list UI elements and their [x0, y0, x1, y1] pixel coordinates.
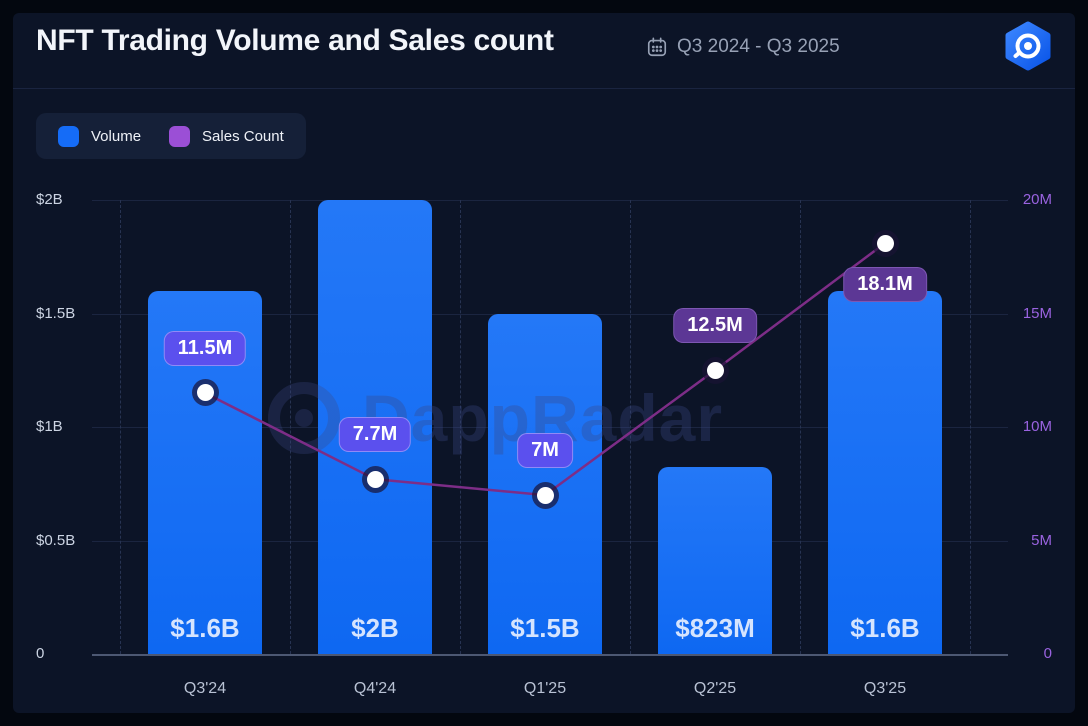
legend-label: Volume — [91, 127, 142, 145]
date-range: Q3 2024 - Q3 2025 — [646, 36, 840, 58]
legend: Volume Sales Count — [36, 113, 306, 159]
bar-q2-25[interactable] — [658, 467, 772, 654]
bar-value-label: $1.6B — [170, 613, 240, 643]
sales-count-badge: 12.5M — [673, 308, 757, 344]
calendar-icon — [647, 37, 667, 57]
bar-value-label: $1.6B — [850, 613, 920, 643]
y-axis-label-left: 0 — [36, 645, 45, 662]
sales-point-q3-24[interactable] — [196, 384, 214, 402]
brand-logo[interactable] — [1002, 20, 1054, 72]
x-axis-label: Q3'24 — [183, 680, 227, 697]
legend-item-sales-count[interactable]: Sales Count — [169, 125, 284, 147]
gridline-vertical-dashed — [120, 200, 121, 654]
header-divider — [13, 88, 1075, 89]
y-axis-label-left: $1.5B — [36, 304, 76, 322]
sales-point-q3-25[interactable] — [876, 234, 894, 252]
sales-point-q1-25[interactable] — [536, 486, 554, 504]
y-axis-label-right: 5M — [1031, 531, 1052, 549]
y-axis-label-right: 20M — [1022, 191, 1052, 208]
sales-count-badge: 7.7M — [338, 417, 412, 453]
sales-point-q2-25[interactable] — [706, 361, 724, 379]
sales-count-badge: 18.1M — [843, 267, 927, 303]
legend-swatch — [169, 125, 191, 147]
bar-q3-25[interactable] — [828, 290, 942, 654]
y-axis-label-right: 10M — [1022, 418, 1052, 435]
date-range-label: Q3 2024 - Q3 2025 — [677, 36, 840, 57]
gridline-vertical-dashed — [460, 200, 461, 654]
y-axis-label-left: $1B — [36, 418, 63, 435]
x-axis-label: Q2'25 — [693, 680, 737, 697]
y-axis-label-right: 0 — [1043, 645, 1052, 662]
legend-label: Sales Count — [202, 127, 284, 145]
legend-swatch — [58, 125, 79, 147]
dappradar-logo-icon — [1005, 21, 1051, 71]
gridline-horizontal — [92, 200, 1008, 201]
legend-item-volume[interactable]: Volume — [58, 125, 142, 147]
bar-value-label: $823M — [675, 613, 755, 643]
x-axis-label: Q3'25 — [863, 680, 907, 697]
sales-count-badge: 11.5M — [163, 330, 247, 366]
bar-q1-25[interactable] — [488, 313, 602, 654]
x-axis-label: Q4'24 — [353, 680, 397, 697]
sales-count-badge: 7M — [517, 433, 573, 469]
x-axis-label: Q1'25 — [523, 680, 567, 697]
gridline-vertical-dashed — [290, 200, 291, 654]
y-axis-label-left: $0.5B — [36, 531, 76, 549]
y-axis-label-left: $2B — [36, 191, 63, 208]
gridline-horizontal — [92, 654, 1008, 656]
sales-point-q4-24[interactable] — [366, 470, 384, 488]
y-axis-label-right: 15M — [1022, 304, 1052, 322]
bar-value-label: $2B — [351, 613, 399, 643]
gridline-vertical-dashed — [970, 200, 971, 654]
page-title: NFT Trading Volume and Sales count — [36, 24, 554, 57]
bar-value-label: $1.5B — [510, 613, 580, 643]
gridline-vertical-dashed — [800, 200, 801, 654]
gridline-vertical-dashed — [630, 200, 631, 654]
